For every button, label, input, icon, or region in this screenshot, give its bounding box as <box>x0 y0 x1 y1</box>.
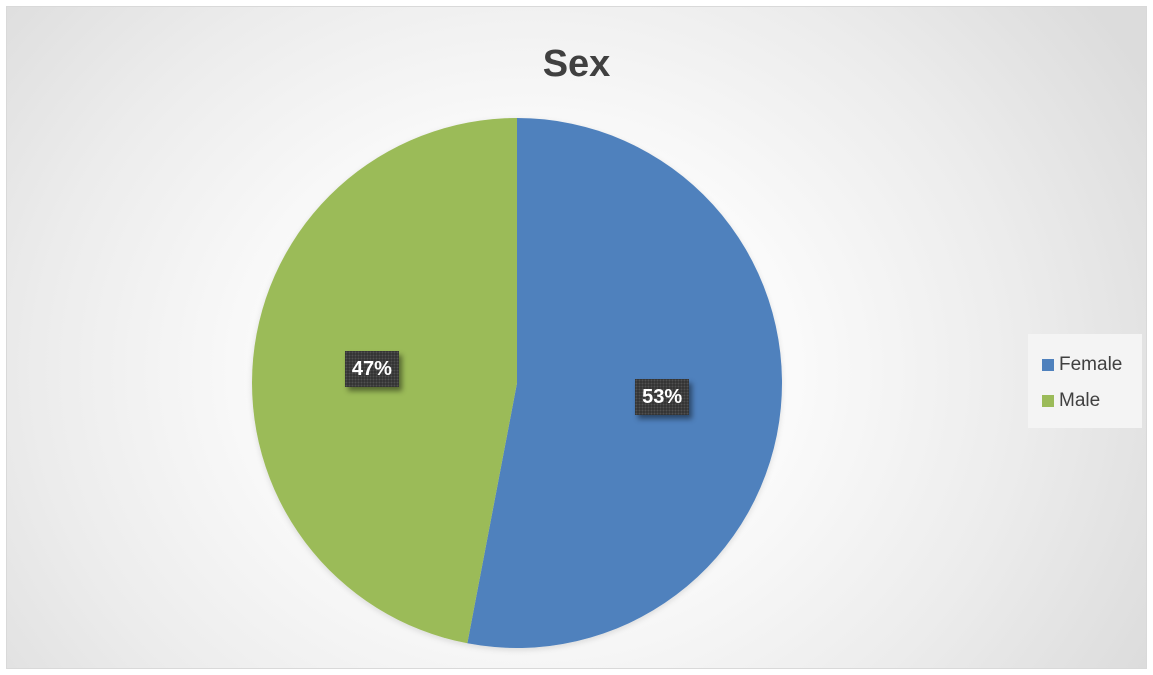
legend-item-female: Female <box>1042 347 1142 383</box>
legend-label-female: Female <box>1059 354 1123 375</box>
data-label-female: 53% <box>635 378 690 415</box>
legend-label-male: Male <box>1059 390 1101 411</box>
legend: Female Male <box>1028 334 1142 428</box>
pie-slice-female <box>467 118 783 648</box>
legend-swatch-male <box>1042 395 1054 407</box>
data-label-male: 47% <box>344 351 399 388</box>
legend-item-male: Male <box>1042 383 1142 419</box>
chart-title: Sex <box>542 43 611 85</box>
legend-swatch-female <box>1042 359 1054 371</box>
